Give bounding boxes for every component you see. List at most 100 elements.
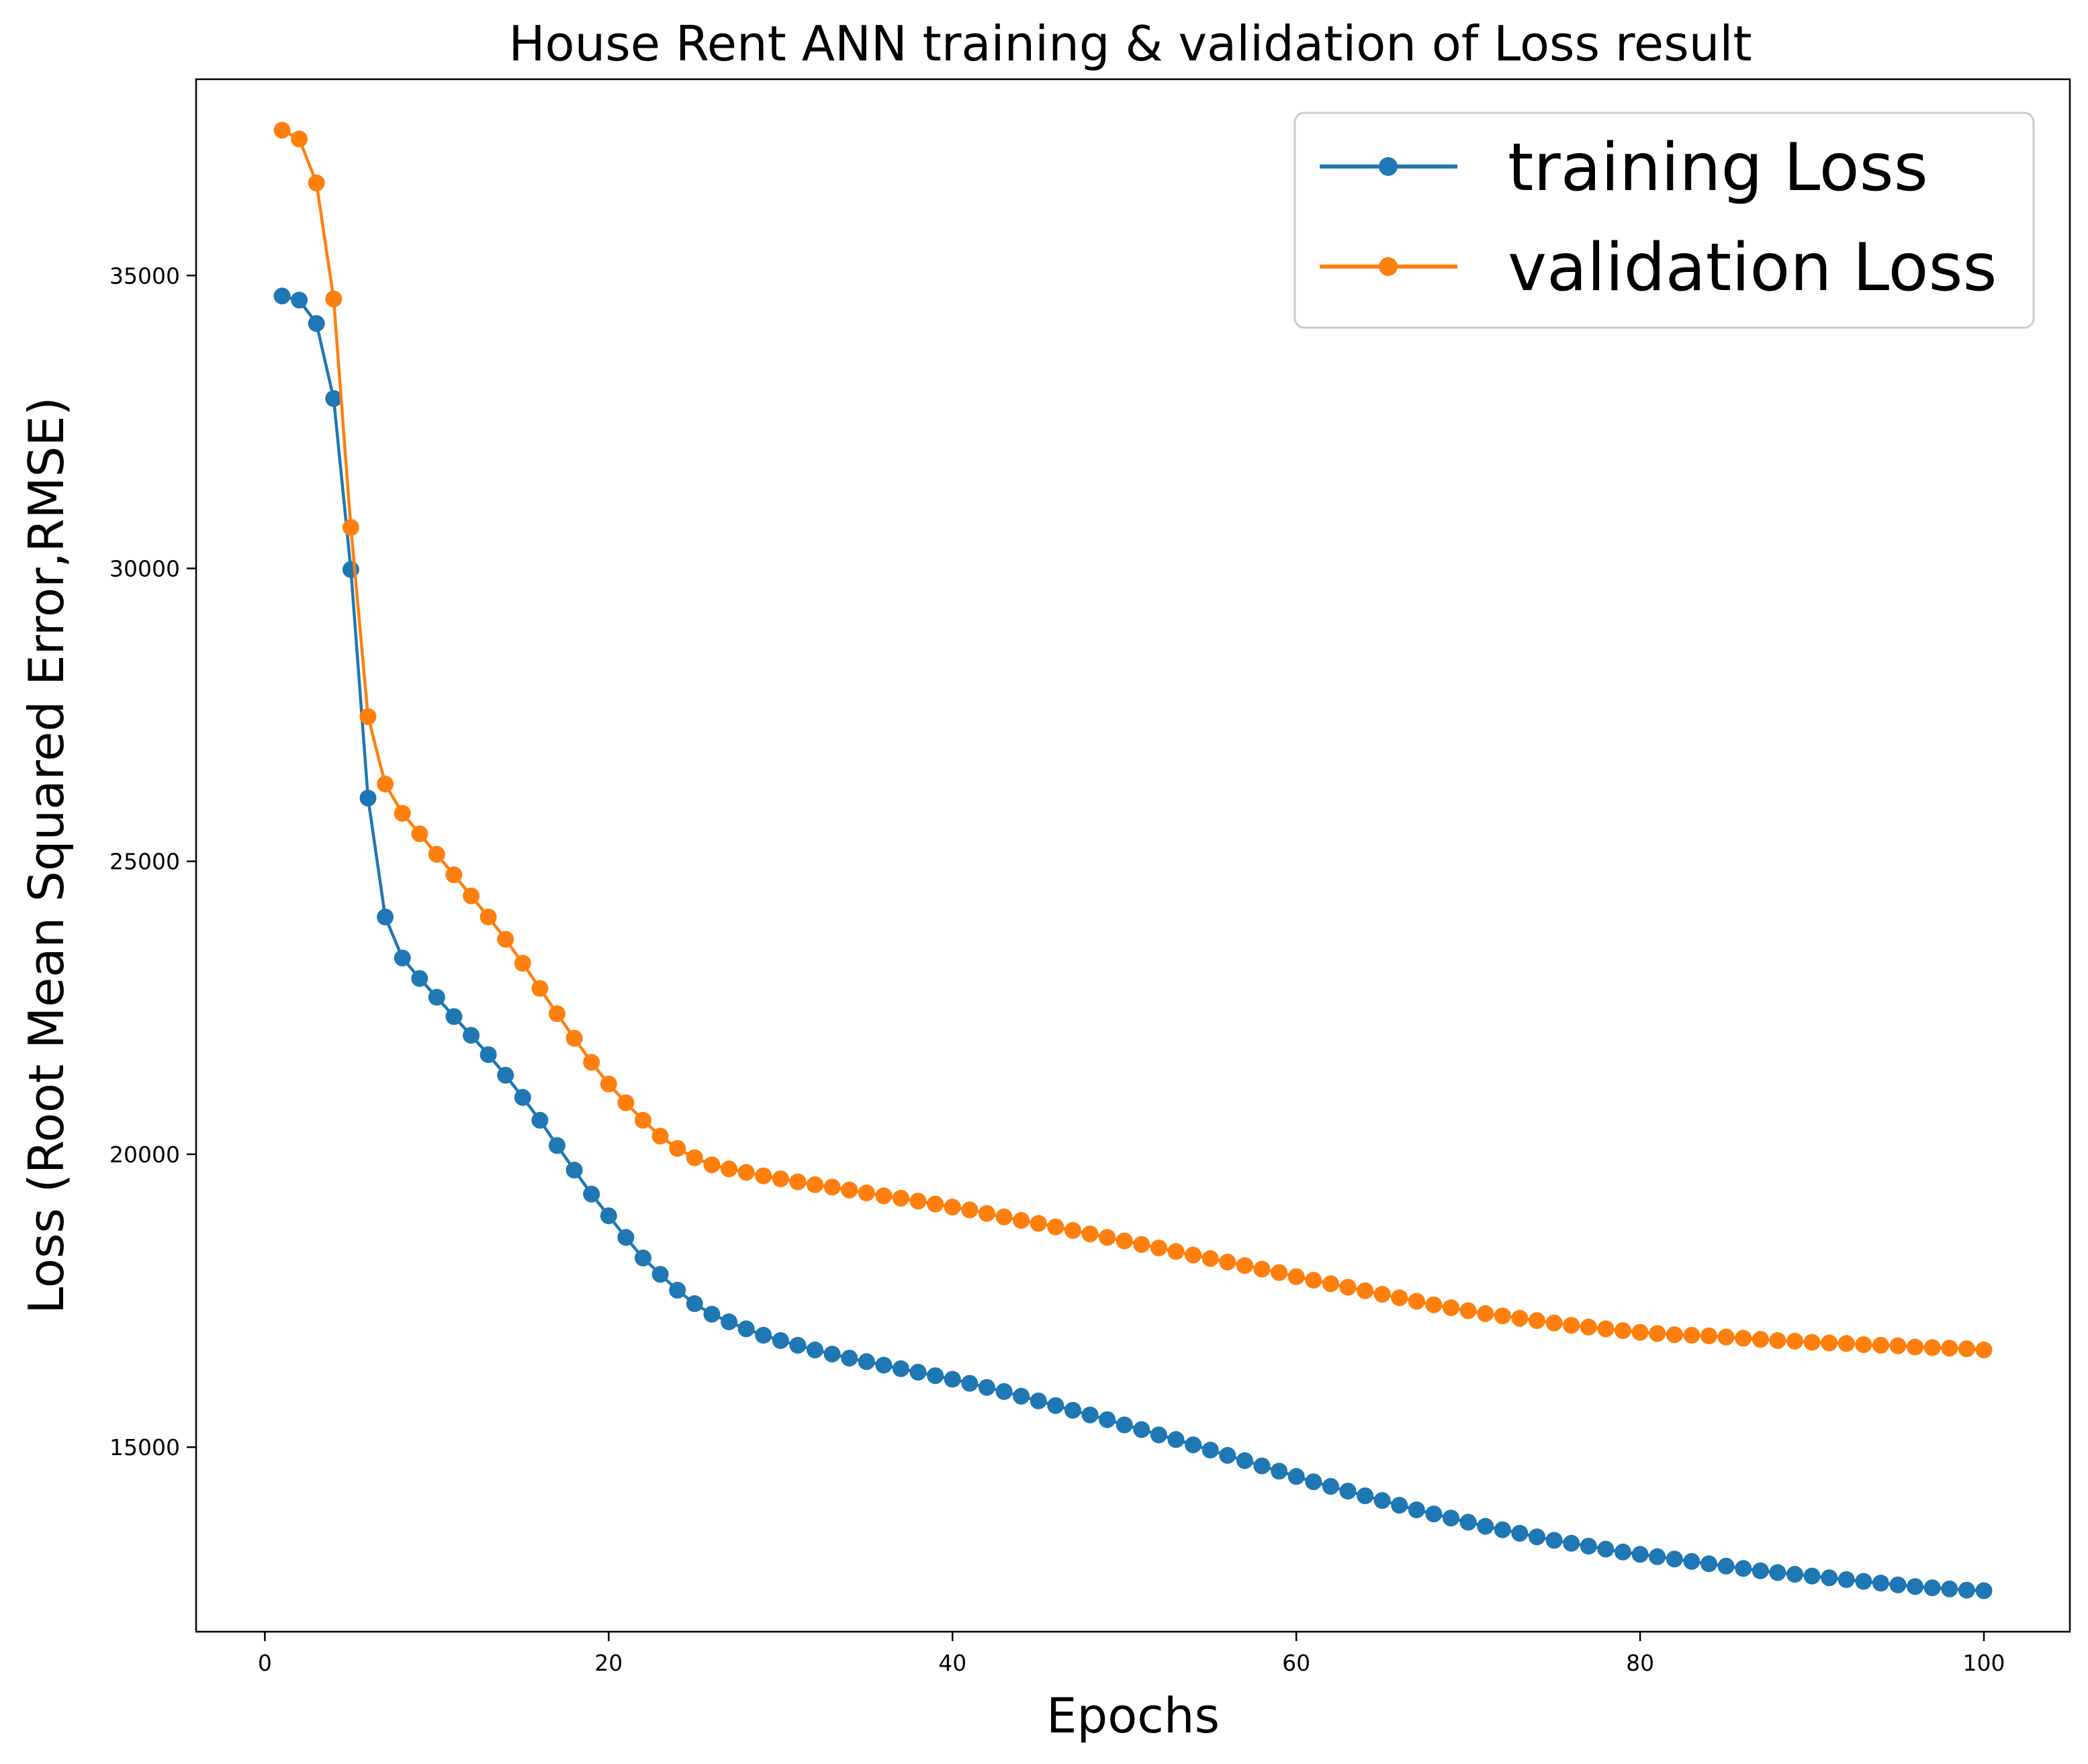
data-point [703, 1156, 721, 1174]
data-point [1081, 1406, 1099, 1424]
data-point [1837, 1335, 1855, 1352]
data-point [789, 1336, 807, 1354]
data-point [892, 1360, 909, 1377]
data-point [1700, 1555, 1717, 1573]
data-point [1597, 1540, 1615, 1558]
data-point [463, 887, 480, 904]
data-point [1855, 1573, 1872, 1590]
data-point [1803, 1334, 1821, 1351]
data-point [1287, 1468, 1305, 1485]
x-tick-label: 20 [594, 1650, 623, 1676]
data-point [1391, 1497, 1408, 1514]
x-tick-label: 100 [1963, 1650, 2005, 1676]
data-point [273, 122, 291, 139]
data-point [961, 1201, 979, 1219]
data-point [635, 1111, 651, 1129]
data-point [480, 909, 497, 926]
data-point [858, 1353, 875, 1371]
data-point [1013, 1212, 1030, 1229]
series-line-1 [281, 128, 1985, 1352]
data-point [807, 1176, 823, 1193]
y-tick-label: 20000 [109, 1142, 180, 1168]
data-point [1099, 1411, 1116, 1428]
data-point [445, 866, 463, 884]
data-point [1941, 1580, 1958, 1597]
data-point [1563, 1317, 1580, 1334]
data-point [1167, 1243, 1185, 1260]
data-point [325, 290, 343, 308]
data-point [1786, 1566, 1803, 1583]
data-point [480, 1046, 497, 1064]
series-markers-0 [273, 287, 1993, 1599]
data-point [1322, 1275, 1339, 1293]
data-point [1735, 1560, 1752, 1577]
data-point [1511, 1524, 1529, 1542]
data-point [617, 1229, 635, 1246]
x-tick-label: 60 [1282, 1650, 1310, 1676]
data-point [995, 1208, 1013, 1225]
legend-label-training: training Loss [1508, 130, 1928, 206]
data-point [1683, 1327, 1700, 1344]
data-point [1597, 1320, 1615, 1338]
series-layer [273, 122, 1993, 1599]
series-line-0 [281, 294, 1985, 1593]
data-point [807, 1341, 823, 1358]
data-point [703, 1305, 721, 1323]
data-point [1047, 1218, 1064, 1236]
data-point [1150, 1240, 1167, 1256]
data-point [1545, 1314, 1563, 1332]
data-point [978, 1379, 995, 1396]
data-point [1580, 1538, 1597, 1555]
data-point [1889, 1337, 1907, 1354]
data-point [1253, 1260, 1271, 1278]
data-point [1529, 1528, 1545, 1546]
data-point [583, 1054, 600, 1071]
data-point [1545, 1532, 1563, 1549]
chart-title: House Rent ANN training & validation of … [508, 15, 1752, 72]
data-point [1201, 1442, 1219, 1458]
data-point [961, 1375, 979, 1392]
data-point [927, 1195, 944, 1213]
data-point [359, 708, 377, 725]
data-point [1752, 1562, 1769, 1579]
data-point [1511, 1309, 1529, 1327]
data-point [1700, 1327, 1717, 1344]
data-point [944, 1199, 961, 1215]
data-point [1425, 1505, 1443, 1523]
data-point [944, 1371, 961, 1388]
data-point [411, 825, 428, 843]
data-point [1185, 1246, 1202, 1264]
data-point [1030, 1215, 1047, 1232]
data-point [721, 1313, 737, 1330]
data-point [823, 1346, 841, 1362]
data-point [1666, 1550, 1683, 1568]
data-point [565, 1162, 583, 1178]
data-point [1219, 1446, 1236, 1464]
data-point [892, 1189, 909, 1207]
data-point [1649, 1325, 1666, 1342]
data-point [669, 1140, 686, 1157]
data-point [1666, 1326, 1683, 1344]
data-point [377, 909, 394, 926]
data-point [1941, 1340, 1958, 1357]
data-point [497, 1066, 514, 1084]
data-point [1116, 1416, 1133, 1434]
legend-box [1293, 111, 2035, 329]
data-point [1133, 1421, 1150, 1438]
data-point [325, 390, 343, 407]
data-point [1064, 1221, 1081, 1239]
data-point [1443, 1299, 1459, 1316]
data-point [308, 315, 325, 332]
data-point [927, 1367, 944, 1385]
data-point [1219, 1254, 1236, 1270]
data-point [514, 955, 531, 972]
data-point [1975, 1341, 1993, 1358]
data-point [1047, 1397, 1064, 1414]
data-point [1615, 1543, 1631, 1561]
data-point [635, 1249, 651, 1266]
data-point [1459, 1514, 1477, 1531]
data-point [1803, 1567, 1821, 1585]
data-point [1907, 1338, 1924, 1356]
data-point [1271, 1463, 1288, 1480]
